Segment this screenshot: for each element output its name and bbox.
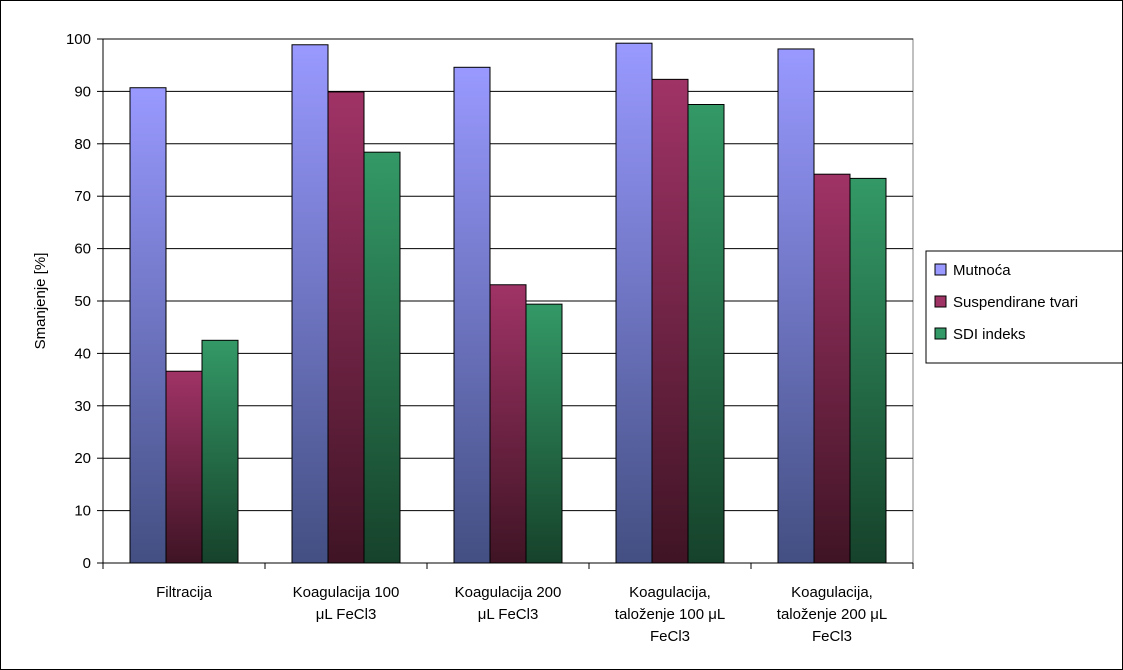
bar-mutnoa	[777, 48, 815, 564]
legend-label: SDI indeks	[953, 326, 1026, 343]
y-tick-label: 100	[66, 31, 91, 48]
bar-sdi-indeks	[687, 104, 725, 564]
y-tick-label: 20	[74, 450, 91, 467]
bar-mutnoa	[291, 44, 329, 564]
y-tick-label: 10	[74, 503, 91, 520]
legend-label: Mutnoća	[953, 262, 1011, 279]
bar-suspendirane-tvari	[813, 173, 851, 564]
bar-suspendirane-tvari	[489, 284, 527, 564]
bar-sdi-indeks	[201, 339, 239, 564]
y-tick-label: 30	[74, 398, 91, 415]
x-category-label: Koagulacija, taloženje 100 μL FeCl3	[615, 584, 725, 645]
legend-box	[925, 250, 1122, 364]
y-axis-title: Smanjenje [%]	[32, 253, 49, 350]
x-category-label-line: FeCl3	[812, 628, 852, 645]
y-tick-label: 70	[74, 188, 91, 205]
x-category-label-line: FeCl3	[650, 628, 690, 645]
legend-swatch	[934, 327, 947, 340]
x-category-label: Koagulacija 100 μL FeCl3	[293, 584, 400, 623]
legend: Mutnoća Suspendirane tvari SDI indeks	[925, 250, 1122, 364]
bar-sdi-indeks	[849, 177, 887, 564]
x-category-label-line: Koagulacija,	[791, 584, 873, 601]
y-tick-label: 50	[74, 293, 91, 310]
bar-mutnoa	[453, 66, 491, 564]
bar-sdi-indeks	[363, 151, 401, 564]
y-tick-label: 0	[83, 555, 91, 572]
y-tick-label: 90	[74, 83, 91, 100]
legend-swatch	[934, 263, 947, 276]
legend-swatch	[934, 295, 947, 308]
y-tick-label: 40	[74, 345, 91, 362]
bar-mutnoa	[129, 87, 167, 564]
bar-mutnoa	[615, 42, 653, 564]
x-category-label-line: Koagulacija,	[629, 584, 711, 601]
y-tick-label: 80	[74, 136, 91, 153]
legend-label: Suspendirane tvari	[953, 294, 1078, 311]
bars	[129, 42, 887, 564]
bar-sdi-indeks	[525, 303, 563, 564]
y-axis: 0 10 20 30 40 50 60 70 80 90 100	[66, 31, 104, 572]
x-category-label-line: taloženje 100 μL	[615, 606, 725, 623]
bar-suspendirane-tvari	[651, 78, 689, 564]
x-category-label-line: μL FeCl3	[478, 606, 539, 623]
x-category-label-line: μL FeCl3	[316, 606, 377, 623]
x-category-label: Koagulacija 200 μL FeCl3	[455, 584, 562, 623]
x-axis: Filtracija Koagulacija 100 μL FeCl3Koagula…	[102, 562, 914, 645]
x-category-label: Koagulacija, taloženje 200 μL FeCl3	[777, 584, 887, 645]
bar-suspendirane-tvari	[327, 91, 365, 564]
x-category-label-line: Koagulacija 200	[455, 584, 562, 601]
y-tick-label: 60	[74, 241, 91, 258]
bar-suspendirane-tvari	[165, 370, 203, 564]
x-category-label-line: taloženje 200 μL	[777, 606, 887, 623]
x-category-label-line: Filtracija	[156, 584, 212, 601]
x-category-label: Filtracija	[156, 584, 212, 601]
x-category-label-line: Koagulacija 100	[293, 584, 400, 601]
